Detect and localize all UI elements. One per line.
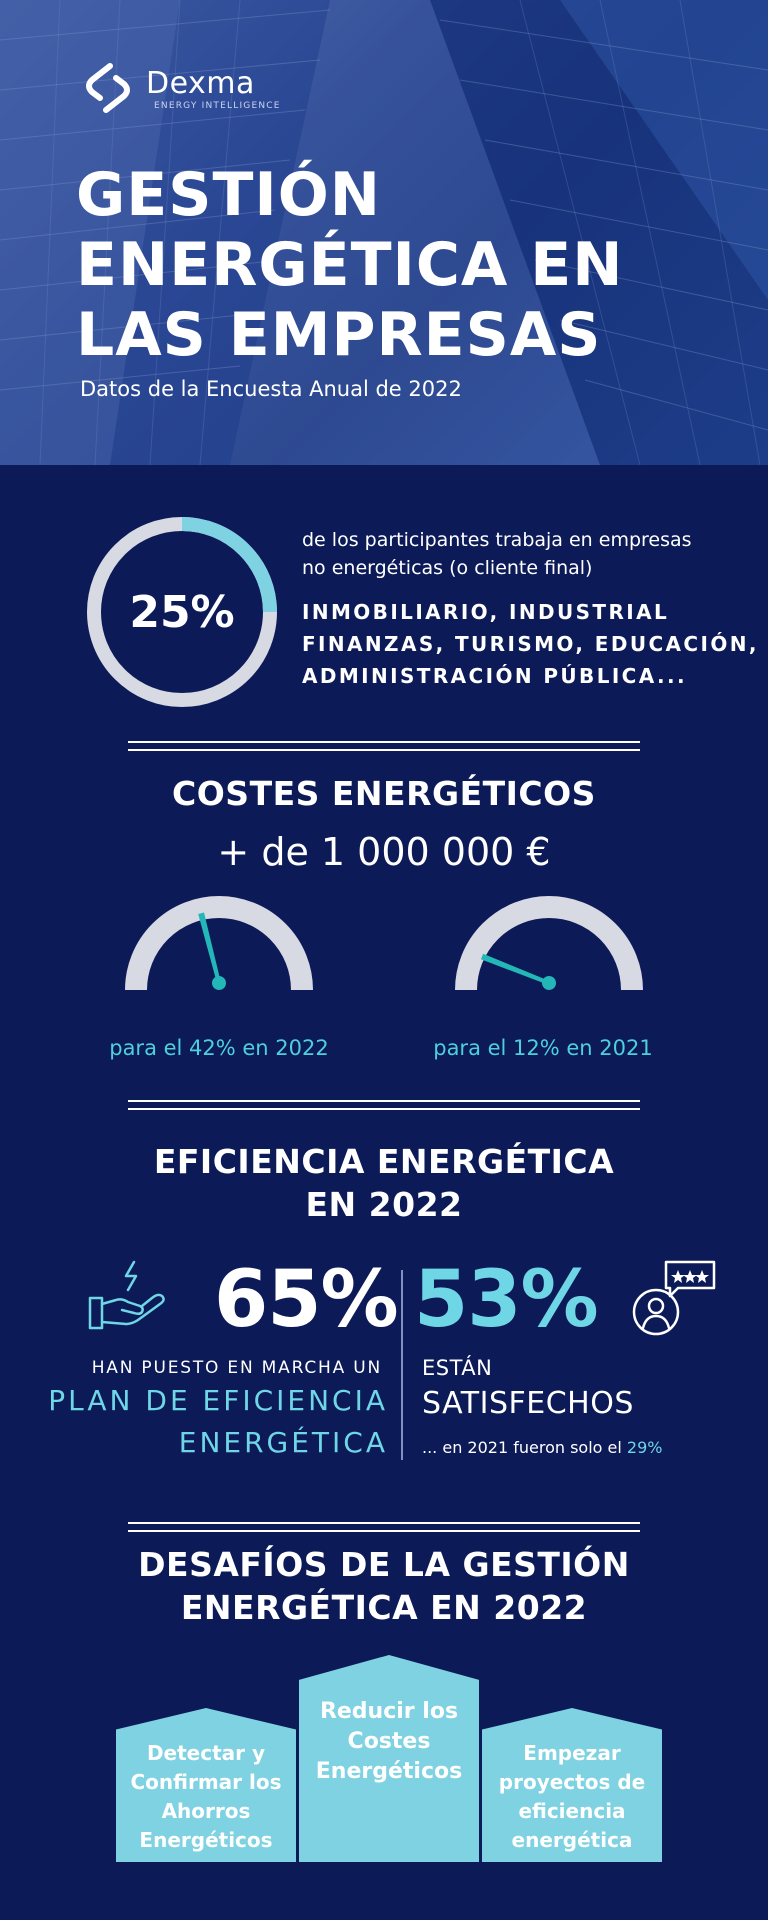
gauge-caption-2022: para el 42% en 2022 — [109, 1036, 329, 1060]
gauge-track — [125, 896, 313, 991]
hero-banner: Dexma ENERGY INTELLIGENCE GESTIÓN ENERGÉ… — [0, 0, 768, 465]
gauge-2022 — [125, 896, 313, 991]
challenge-line: Detectar y — [146, 1741, 266, 1765]
gauge-track — [455, 896, 643, 991]
section-divider — [128, 1100, 640, 1110]
brand-tagline: ENERGY INTELLIGENCE — [154, 100, 281, 111]
note-prefix: ... en 2021 fueron solo el — [422, 1438, 627, 1457]
challenge-reduce-costs: Reducir los Costes Energéticos — [299, 1655, 479, 1862]
costs-title: COSTES ENERGÉTICOS — [172, 774, 596, 813]
challenge-line: Energéticos — [139, 1828, 273, 1852]
participants-description: de los participantes trabaja en empresas… — [302, 526, 762, 582]
challenge-line: proyectos de — [498, 1770, 646, 1794]
skyscraper-background — [0, 0, 768, 465]
participants-ring-chart — [87, 517, 277, 707]
title-line: LAS EMPRESAS — [76, 300, 602, 370]
efficiency-plan-name: PLAN DE EFICIENCIA ENERGÉTICA — [48, 1380, 388, 1464]
ring-progress — [87, 517, 277, 707]
sectors-line: INMOBILIARIO, INDUSTRIAL — [302, 600, 670, 624]
participants-percent: 25% — [129, 586, 235, 638]
title-line: ENERGÉTICA EN 2022 — [180, 1588, 588, 1627]
title-line: EFICIENCIA ENERGÉTICA — [153, 1142, 615, 1181]
description-line: de los participantes trabaja en empresas — [302, 529, 692, 551]
efficiency-title: EFICIENCIA ENERGÉTICA EN 2022 — [0, 1140, 768, 1226]
section-divider — [128, 1522, 640, 1532]
page-title: GESTIÓN ENERGÉTICA EN LAS EMPRESAS — [76, 160, 716, 370]
costs-value: + de 1 000 000 € — [217, 830, 551, 874]
sectors-line: FINANZAS, TURISMO, EDUCACIÓN, — [302, 632, 759, 656]
plan-line: PLAN DE EFICIENCIA — [48, 1384, 388, 1417]
title-line: EN 2022 — [305, 1185, 463, 1224]
satisfied-label-1: ESTÁN — [422, 1356, 493, 1380]
efficiency-satisfied-percent: 53% — [414, 1255, 599, 1345]
title-line: GESTIÓN — [76, 160, 381, 230]
efficiency-plan-label: HAN PUESTO EN MARCHA UN — [91, 1358, 382, 1378]
challenge-line: eficiencia — [518, 1799, 626, 1823]
hand-energy-icon — [88, 1260, 165, 1330]
challenge-line: Costes — [347, 1729, 431, 1754]
gauge-2021 — [455, 896, 643, 991]
gauge-needle — [480, 953, 556, 990]
description-line: no energéticas (o cliente final) — [302, 557, 593, 579]
satisfied-note: ... en 2021 fueron solo el 29% — [422, 1438, 662, 1457]
challenge-detect-savings: Detectar y Confirmar los Ahorros Energét… — [116, 1708, 296, 1862]
challenge-line: Reducir los — [319, 1699, 459, 1724]
challenge-line: energética — [511, 1828, 633, 1852]
satisfaction-rating-icon — [632, 1260, 716, 1336]
satisfied-label-2: SATISFECHOS — [422, 1386, 634, 1421]
challenge-line: Ahorros — [161, 1799, 251, 1823]
page-subtitle: Datos de la Encuesta Anual de 2022 — [80, 377, 462, 401]
sectors-line: ADMINISTRACIÓN PÚBLICA... — [302, 664, 687, 688]
sectors-list: INMOBILIARIO, INDUSTRIAL FINANZAS, TURIS… — [302, 596, 762, 692]
challenges-title: DESAFÍOS DE LA GESTIÓN ENERGÉTICA EN 202… — [0, 1543, 768, 1629]
brand-name: Dexma — [146, 65, 255, 101]
efficiency-plan-percent: 65% — [214, 1255, 399, 1345]
gauge-caption-2021: para el 12% en 2021 — [433, 1036, 653, 1060]
plan-line: ENERGÉTICA — [178, 1426, 388, 1459]
title-line: DESAFÍOS DE LA GESTIÓN — [138, 1545, 630, 1584]
challenge-start-projects: Empezar proyectos de eficiencia energéti… — [482, 1708, 662, 1862]
challenge-line: Energéticos — [315, 1759, 463, 1784]
efficiency-separator — [401, 1270, 403, 1460]
gauge-needle — [198, 912, 226, 990]
section-divider — [128, 741, 640, 751]
dexma-logo: Dexma ENERGY INTELLIGENCE — [80, 62, 281, 114]
dexma-logo-icon — [86, 63, 130, 113]
title-line: ENERGÉTICA EN — [76, 230, 624, 300]
note-highlight: 29% — [626, 1438, 663, 1457]
challenge-line: Confirmar los — [130, 1770, 282, 1794]
challenge-line: Empezar — [523, 1741, 621, 1765]
